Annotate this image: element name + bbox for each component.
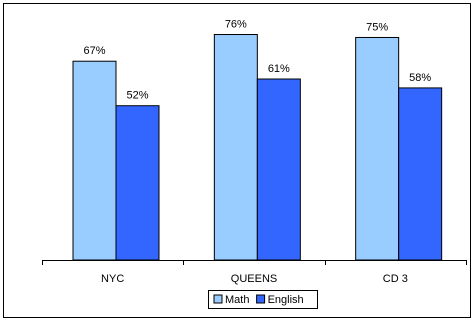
legend: Math English: [208, 290, 318, 309]
data-label: 75%: [366, 21, 388, 33]
bar-math-cd-3: [355, 36, 400, 261]
legend-swatch-english: [256, 294, 266, 304]
bar-english-cd-3: [398, 87, 443, 261]
bar-math-queens: [213, 34, 258, 261]
bar-english-nyc: [115, 105, 160, 261]
legend-swatch-math: [213, 294, 223, 304]
bar-english-queens: [256, 78, 301, 261]
bar-math-nyc: [72, 60, 117, 261]
legend-label-english: English: [268, 294, 304, 306]
data-label: 61%: [268, 63, 290, 75]
x-tick-label: NYC: [101, 273, 124, 285]
x-tick-label: QUEENS: [231, 273, 277, 285]
data-label: 58%: [409, 72, 431, 84]
legend-label-math: Math: [225, 294, 249, 306]
x-tick-label: CD 3: [383, 273, 408, 285]
data-label: 52%: [126, 90, 148, 102]
data-label: 76%: [225, 19, 247, 31]
data-label: 67%: [83, 45, 105, 57]
